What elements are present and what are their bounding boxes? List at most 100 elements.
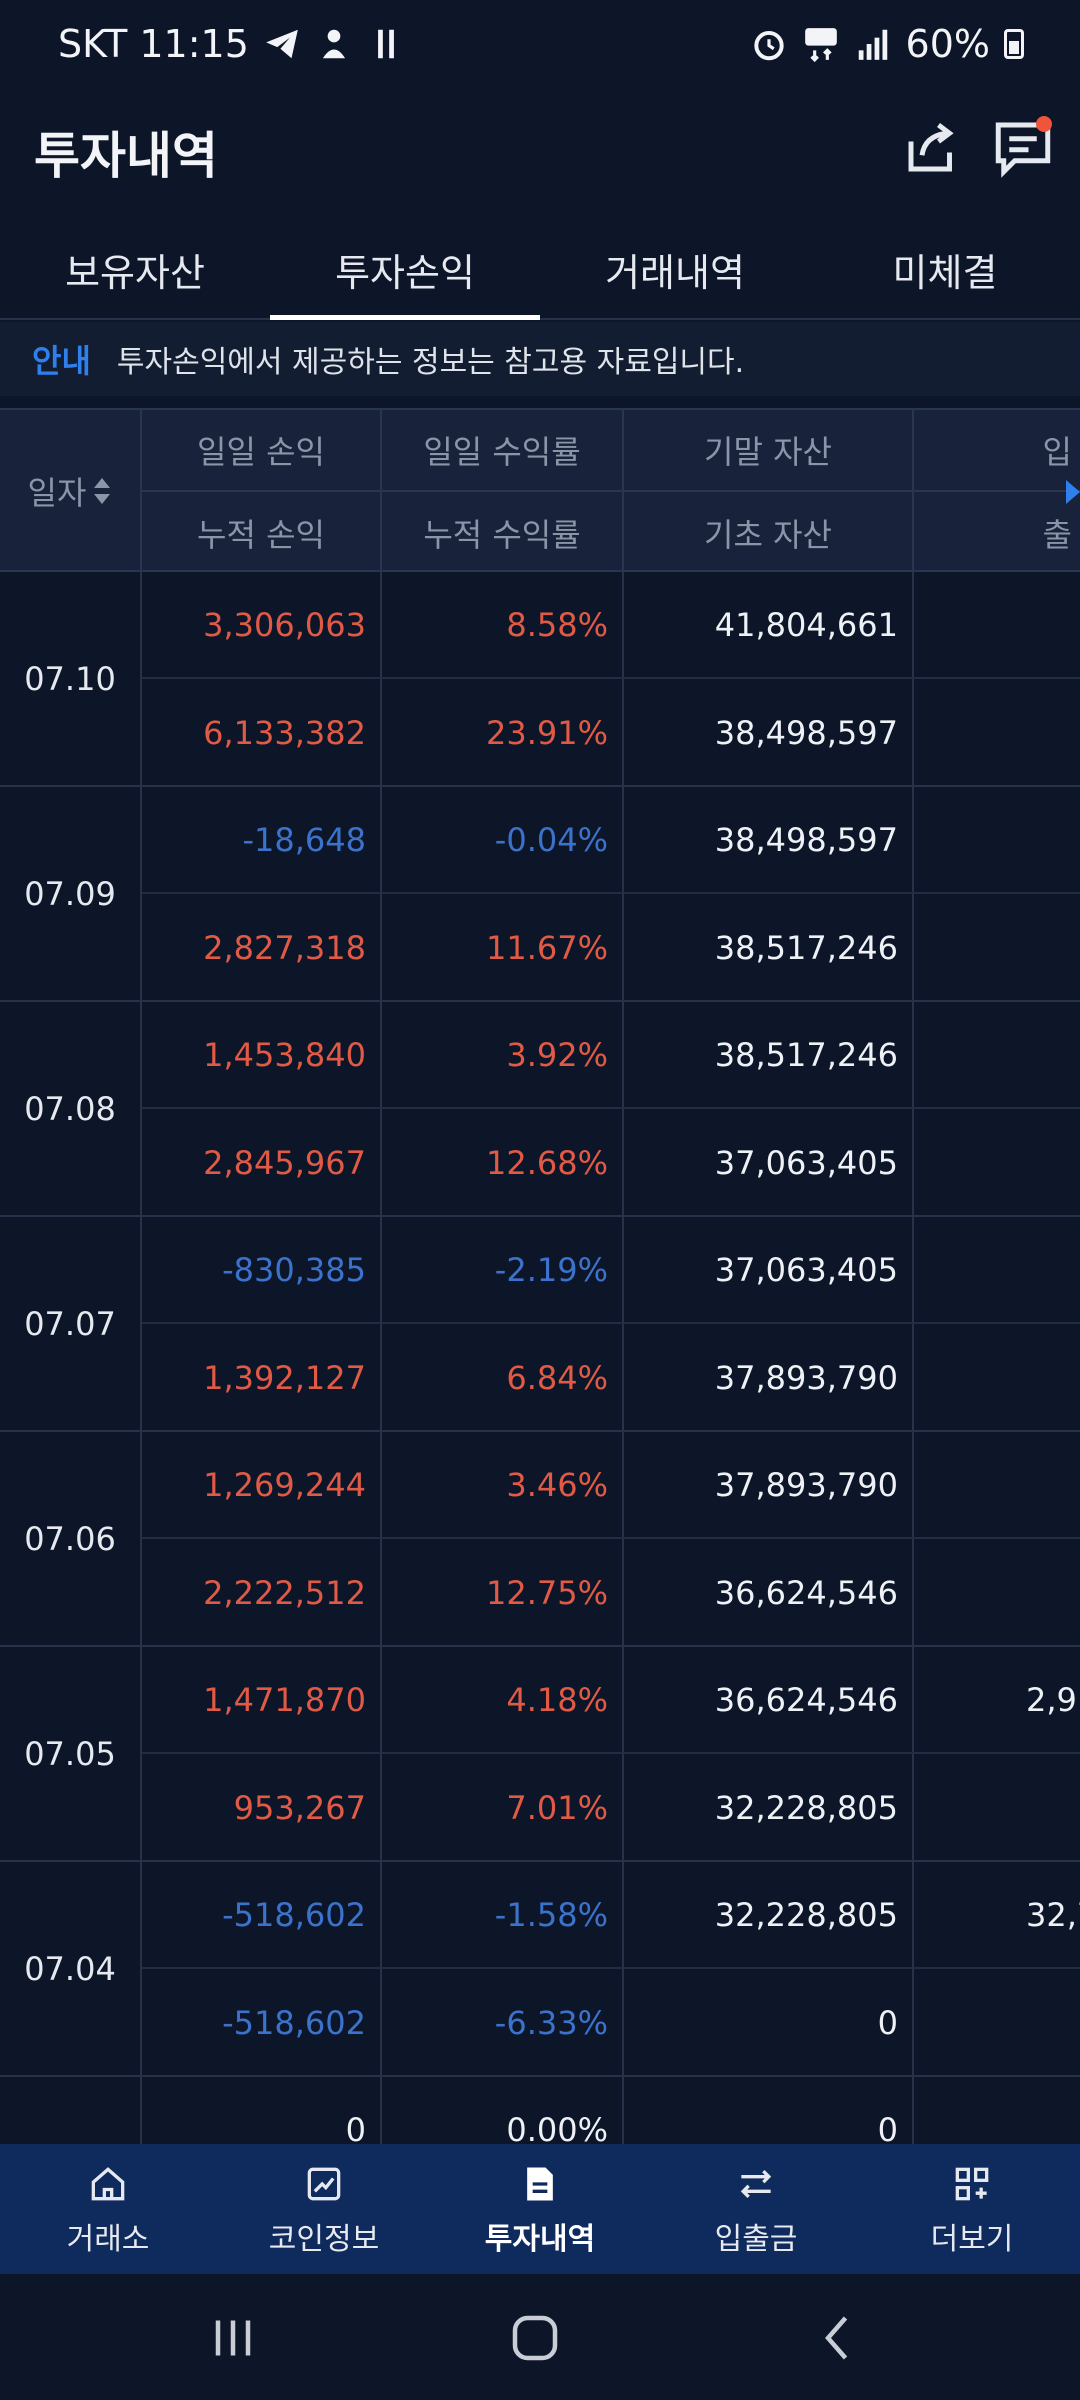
table-row[interactable]: 0 0.00% 0	[0, 2077, 1080, 2144]
status-left: SKT 11:15	[58, 22, 405, 66]
transfer-icon	[740, 2169, 772, 2199]
end-asset-cell: 38,517,246	[624, 1002, 914, 1109]
deposit-cell	[914, 1432, 1080, 1539]
daily-pl-cell: -830,385	[142, 1217, 382, 1324]
system-nav-bar	[0, 2274, 1080, 2400]
header-cum-pl: 누적 손익	[142, 492, 382, 574]
nav-coin-info[interactable]: 코인정보	[216, 2144, 432, 2274]
grid-plus-icon	[955, 2167, 989, 2201]
row-date: 07.09	[0, 787, 142, 1000]
header-begin-asset: 기초 자산	[624, 492, 914, 574]
begin-asset-cell: 37,893,790	[624, 1324, 914, 1431]
header-withdraw: 출	[1042, 516, 1072, 554]
row-date: 07.06	[0, 1432, 142, 1645]
cum-pl-cell: 953,267	[142, 1754, 382, 1861]
end-asset-cell: 32,228,805	[624, 1862, 914, 1969]
tab-holdings[interactable]: 보유자산	[65, 251, 205, 295]
notice-bar: 안내 투자손익에서 제공하는 정보는 참고용 자료입니다.	[0, 322, 1080, 396]
home-icon	[91, 2167, 125, 2201]
table-row[interactable]: 07.08 1,453,840 2,845,967 3.92% 12.68% 38,517…	[0, 1002, 1080, 1217]
status-right: 60%	[750, 22, 1024, 66]
deposit-cell-text: 2,9	[1026, 1680, 1077, 1719]
withdraw-cell	[914, 894, 1080, 1001]
daily-rate-cell: 3.92%	[382, 1002, 624, 1109]
daily-rate-cell: 8.58%	[382, 572, 624, 679]
daily-pl-cell: 0	[142, 2077, 382, 2144]
cum-pl-cell: 2,827,318	[142, 894, 382, 1001]
scroll-right-arrow-icon[interactable]	[1066, 480, 1080, 504]
withdraw-cell	[914, 679, 1080, 786]
cum-pl-cell: 2,845,967	[142, 1109, 382, 1216]
tab-profit-loss[interactable]: 투자손익	[270, 220, 540, 320]
tab-open-orders[interactable]: 미체결	[892, 251, 998, 295]
cum-rate-cell: 12.75%	[382, 1539, 624, 1646]
notice-tag: 안내	[32, 342, 91, 380]
chart-icon	[307, 2167, 341, 2201]
table-body: 07.10 3,306,063 6,133,382 8.58% 23.91% 41,804…	[0, 572, 1080, 2144]
withdraw-cell	[914, 1109, 1080, 1216]
notification-dot	[1036, 116, 1052, 132]
header-daily-rate: 일일 수익률	[382, 410, 624, 492]
row-date: 07.07	[0, 1217, 142, 1430]
alarm-icon	[753, 30, 784, 61]
header-cum-rate: 누적 수익률	[382, 492, 624, 574]
deposit-cell: 32,7	[914, 1862, 1080, 1969]
battery-percent: 60%	[905, 22, 990, 66]
row-date	[0, 2077, 142, 2144]
deposit-cell	[914, 1002, 1080, 1109]
daily-pl-cell: 1,269,244	[142, 1432, 382, 1539]
telegram-icon	[266, 29, 298, 59]
table-row[interactable]: 07.06 1,269,244 2,222,512 3.46% 12.75% 37,893…	[0, 1432, 1080, 1647]
profit-loss-table[interactable]: 일자 일일 손익 누적 손익 일일 수익률 누적 수익률 기말 자산 기초 자산…	[0, 408, 1080, 2144]
header: 투자내역	[0, 100, 1080, 196]
withdraw-cell	[914, 1324, 1080, 1431]
table-row[interactable]: 07.05 1,471,870 953,267 4.18% 7.01% 36,624,54…	[0, 1647, 1080, 1862]
cum-pl-cell: 1,392,127	[142, 1324, 382, 1431]
withdraw-cell	[914, 1539, 1080, 1646]
table-row[interactable]: 07.07 -830,385 1,392,127 -2.19% 6.84% 37,063,…	[0, 1217, 1080, 1432]
share-icon[interactable]	[900, 114, 966, 180]
header-deposit: 입	[914, 410, 1080, 492]
end-asset-cell: 36,624,546	[624, 1647, 914, 1754]
notice-button[interactable]	[990, 114, 1056, 180]
header-end-asset: 기말 자산	[624, 410, 914, 492]
cum-rate-cell: 6.84%	[382, 1324, 624, 1431]
cum-rate-cell: 7.01%	[382, 1754, 624, 1861]
home-button-icon[interactable]	[505, 2308, 565, 2368]
deposit-cell	[914, 1217, 1080, 1324]
begin-asset-cell: 36,624,546	[624, 1539, 914, 1646]
cum-rate-cell: 23.91%	[382, 679, 624, 786]
deposit-cell	[914, 2077, 1080, 2144]
cum-pl-cell: 2,222,512	[142, 1539, 382, 1646]
cum-rate-cell: -6.33%	[382, 1969, 624, 2076]
end-asset-cell: 0	[624, 2077, 914, 2144]
recent-apps-icon[interactable]	[203, 2308, 263, 2368]
table-row[interactable]: 07.09 -18,648 2,827,318 -0.04% 11.67% 38,498,…	[0, 787, 1080, 1002]
nav-investment-label: 투자내역	[484, 2222, 596, 2257]
nav-investment[interactable]: 투자내역	[432, 2144, 648, 2274]
tab-trade-history[interactable]: 거래내역	[605, 251, 745, 295]
end-asset-cell: 41,804,661	[624, 572, 914, 679]
daily-pl-cell: 3,306,063	[142, 572, 382, 679]
table-row[interactable]: 07.04 -518,602 -518,602 -1.58% -6.33% 32,228,…	[0, 1862, 1080, 2077]
table-row[interactable]: 07.10 3,306,063 6,133,382 8.58% 23.91% 41,804…	[0, 572, 1080, 787]
cum-rate-cell: 12.68%	[382, 1109, 624, 1216]
nav-exchange[interactable]: 거래소	[0, 2144, 216, 2274]
back-icon[interactable]	[808, 2308, 868, 2368]
deposit-cell	[914, 787, 1080, 894]
daily-rate-cell: -1.58%	[382, 1862, 624, 1969]
nav-deposit-withdraw[interactable]: 입출금	[648, 2144, 864, 2274]
notice-text: 투자손익에서 제공하는 정보는 참고용 자료입니다.	[116, 345, 745, 380]
daily-rate-cell: -0.04%	[382, 787, 624, 894]
row-date: 07.10	[0, 572, 142, 785]
cum-pl-cell: -518,602	[142, 1969, 382, 2076]
begin-asset-cell: 38,517,246	[624, 894, 914, 1001]
begin-asset-cell: 37,063,405	[624, 1109, 914, 1216]
signal-icon	[858, 29, 887, 60]
daily-pl-cell: -18,648	[142, 787, 382, 894]
withdraw-cell	[914, 1754, 1080, 1861]
daily-rate-cell: 0.00%	[382, 2077, 624, 2144]
date-header[interactable]: 일자	[0, 410, 142, 572]
nav-more[interactable]: 더보기	[864, 2144, 1080, 2274]
cum-rate-cell: 11.67%	[382, 894, 624, 1001]
